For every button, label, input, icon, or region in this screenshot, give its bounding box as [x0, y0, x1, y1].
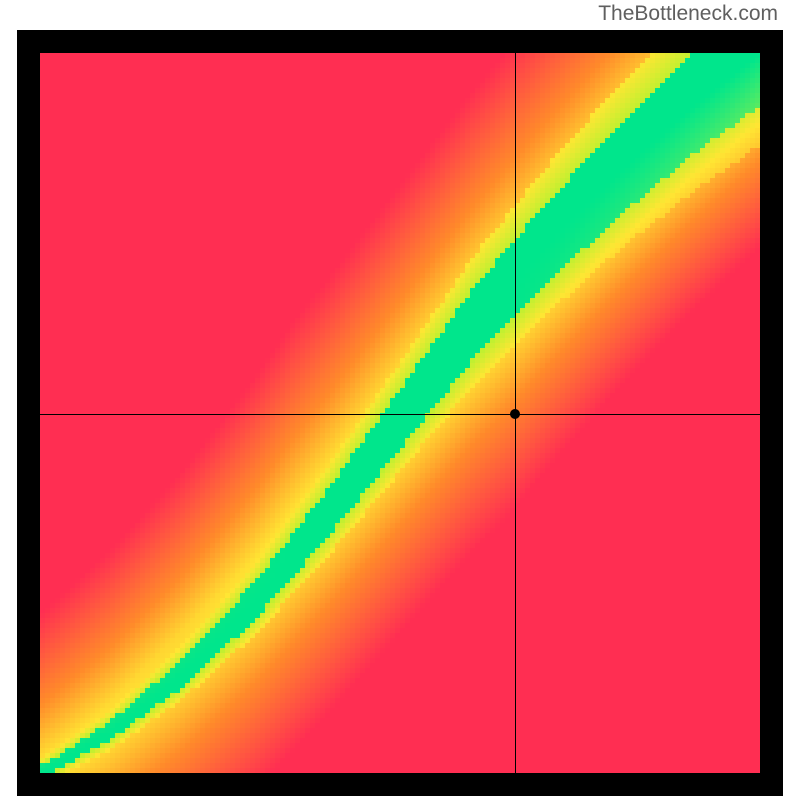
chart-container: TheBottleneck.com — [0, 0, 800, 800]
plot-area — [40, 53, 760, 773]
data-point-marker — [510, 409, 520, 419]
attribution-text: TheBottleneck.com — [598, 2, 778, 26]
crosshair-horizontal — [40, 414, 760, 415]
heatmap-canvas — [40, 53, 760, 773]
